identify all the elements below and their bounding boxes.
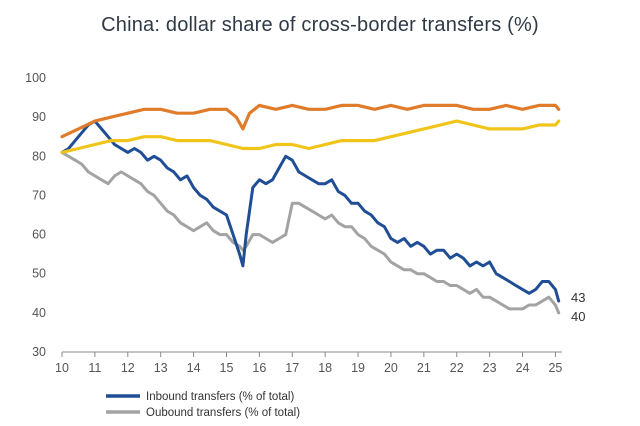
x-tick-label: 11: [88, 361, 101, 375]
x-tick-label: 10: [55, 361, 69, 375]
x-tick-label: 23: [483, 361, 497, 375]
x-tick-label: 15: [220, 361, 234, 375]
y-tick-label: 70: [32, 188, 46, 202]
y-tick-label: 60: [32, 228, 46, 242]
series-line-3: [60, 119, 561, 154]
chart-title: China: dollar share of cross-border tran…: [101, 14, 539, 36]
y-tick-label: 50: [32, 267, 46, 281]
x-tick-label: 16: [252, 361, 266, 375]
x-tick-label: 20: [384, 361, 398, 375]
series-line-0: [60, 119, 561, 303]
legend-label-1: Oubound transfers (% of total): [146, 407, 300, 419]
x-tick-label: 22: [450, 361, 464, 375]
end-label-1: 40: [571, 309, 585, 324]
x-tick-label: 17: [285, 361, 299, 375]
x-tick-label: 25: [548, 361, 562, 375]
x-tick-label: 14: [187, 361, 201, 375]
legend: Inbound transfers (% of total) Oubound tr…: [106, 391, 300, 419]
y-tick-label: 30: [32, 345, 46, 359]
end-label-0: 43: [571, 290, 585, 305]
y-tick-label: 100: [25, 71, 46, 85]
legend-label-0: Inbound transfers (% of total): [146, 391, 294, 403]
axes: 10 11 12 13 14 15 16 17 18 19 20 21 22 23 24 25 30 40 50 60…: [25, 71, 562, 375]
x-tick-label: 19: [351, 361, 365, 375]
x-tick-label: 18: [318, 361, 332, 375]
y-tick-label: 40: [32, 306, 46, 320]
x-tick-label: 21: [417, 361, 431, 375]
y-tick-label: 80: [32, 149, 46, 163]
series-group: [60, 103, 561, 315]
x-tick-label: 12: [121, 361, 135, 375]
series-line-1: [60, 150, 561, 315]
y-tick-label: 90: [32, 110, 46, 124]
x-tick-label: 13: [154, 361, 168, 375]
x-tick-label: 24: [516, 361, 530, 375]
series-line-2: [60, 103, 561, 139]
